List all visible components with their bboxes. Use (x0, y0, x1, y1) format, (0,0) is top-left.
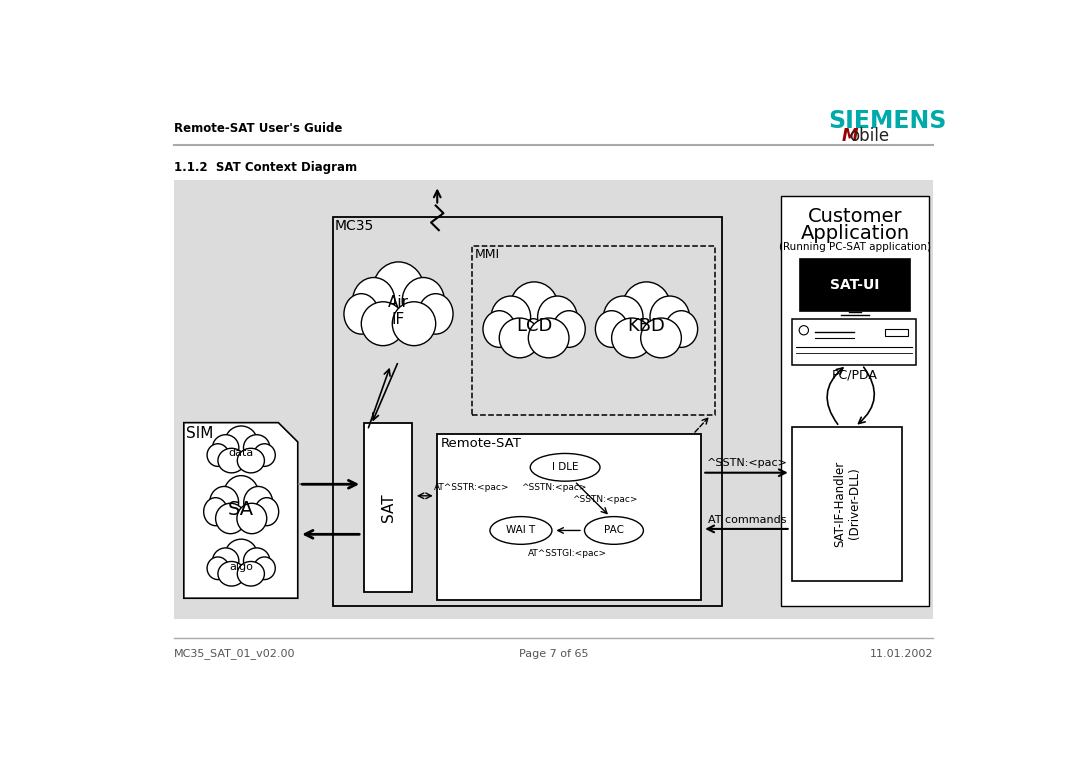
Ellipse shape (255, 497, 279, 526)
Text: KBD: KBD (627, 317, 665, 336)
Ellipse shape (595, 311, 627, 347)
Ellipse shape (510, 282, 558, 334)
Text: data: data (229, 449, 254, 459)
Text: ^SSTN:<pac>: ^SSTN:<pac> (572, 495, 637, 504)
Ellipse shape (207, 557, 229, 580)
Ellipse shape (362, 302, 405, 346)
Ellipse shape (665, 311, 698, 347)
Ellipse shape (490, 517, 552, 544)
Ellipse shape (499, 318, 540, 358)
Ellipse shape (210, 487, 239, 519)
Text: Customer: Customer (808, 207, 902, 226)
Text: MC35: MC35 (335, 220, 374, 233)
Polygon shape (184, 423, 298, 598)
FancyBboxPatch shape (886, 329, 908, 336)
Text: SIEMENS: SIEMENS (828, 109, 947, 133)
Text: MC35_SAT_01_v02.00: MC35_SAT_01_v02.00 (174, 649, 295, 659)
Text: Remote-SAT: Remote-SAT (441, 436, 522, 449)
Ellipse shape (254, 444, 275, 466)
Text: Application: Application (800, 224, 909, 243)
Text: PC/PDA: PC/PDA (832, 369, 878, 382)
FancyBboxPatch shape (174, 180, 933, 619)
Text: WAI T: WAI T (507, 526, 536, 536)
Text: AT^SSTGI:<pac>: AT^SSTGI:<pac> (528, 549, 607, 558)
Text: AT commands: AT commands (708, 515, 786, 525)
Ellipse shape (528, 318, 569, 358)
Ellipse shape (224, 475, 259, 516)
Ellipse shape (225, 426, 257, 459)
Text: SAT-UI: SAT-UI (831, 278, 880, 292)
Ellipse shape (483, 311, 515, 347)
Text: SA: SA (228, 501, 254, 519)
FancyBboxPatch shape (437, 434, 701, 600)
Ellipse shape (238, 562, 265, 586)
Text: PAC: PAC (604, 526, 624, 536)
FancyBboxPatch shape (800, 259, 910, 311)
Ellipse shape (237, 504, 267, 533)
Text: SAT: SAT (380, 493, 395, 522)
Ellipse shape (373, 262, 424, 320)
Ellipse shape (584, 517, 644, 544)
Ellipse shape (640, 318, 681, 358)
Ellipse shape (530, 453, 600, 481)
Ellipse shape (402, 278, 444, 324)
Text: I DLE: I DLE (552, 462, 579, 472)
Ellipse shape (243, 548, 270, 574)
Text: M: M (841, 127, 859, 145)
Text: (Running PC-SAT application): (Running PC-SAT application) (779, 242, 931, 252)
Ellipse shape (213, 548, 239, 574)
Text: LCD: LCD (516, 317, 552, 336)
Ellipse shape (538, 296, 577, 338)
FancyBboxPatch shape (793, 427, 902, 581)
Ellipse shape (611, 318, 652, 358)
Ellipse shape (491, 296, 530, 338)
Text: Remote-SAT User's Guide: Remote-SAT User's Guide (174, 122, 342, 135)
Ellipse shape (216, 504, 245, 533)
Ellipse shape (204, 497, 228, 526)
Ellipse shape (238, 449, 265, 473)
Ellipse shape (225, 539, 257, 571)
Ellipse shape (353, 278, 395, 324)
Ellipse shape (243, 435, 270, 461)
Ellipse shape (244, 487, 273, 519)
Ellipse shape (254, 557, 275, 580)
Ellipse shape (213, 435, 239, 461)
Text: 1.1.2  SAT Context Diagram: 1.1.2 SAT Context Diagram (174, 160, 356, 173)
Text: SAT-IF-Handler
(Driver-DLL): SAT-IF-Handler (Driver-DLL) (834, 460, 861, 546)
Ellipse shape (650, 296, 689, 338)
FancyBboxPatch shape (781, 195, 930, 606)
Ellipse shape (207, 444, 229, 466)
FancyBboxPatch shape (364, 423, 413, 592)
Ellipse shape (604, 296, 643, 338)
Text: ^SSTN:<pac>: ^SSTN:<pac> (521, 483, 586, 492)
Circle shape (799, 326, 809, 335)
Ellipse shape (218, 449, 245, 473)
Ellipse shape (418, 294, 454, 334)
Text: MMI: MMI (475, 248, 500, 261)
Text: SIM: SIM (186, 426, 214, 441)
Ellipse shape (343, 294, 379, 334)
Ellipse shape (218, 562, 245, 586)
Text: Page 7 of 65: Page 7 of 65 (518, 649, 589, 658)
Ellipse shape (553, 311, 585, 347)
FancyBboxPatch shape (793, 319, 916, 365)
Ellipse shape (392, 302, 435, 346)
Text: algo: algo (229, 562, 253, 571)
Text: obile: obile (850, 127, 890, 145)
Text: AT^SSTR:<pac>: AT^SSTR:<pac> (434, 483, 510, 492)
Text: 11.01.2002: 11.01.2002 (869, 649, 933, 658)
Text: Air
IF: Air IF (388, 295, 409, 327)
Text: ^SSTN:<pac>: ^SSTN:<pac> (706, 458, 787, 468)
Ellipse shape (622, 282, 671, 334)
